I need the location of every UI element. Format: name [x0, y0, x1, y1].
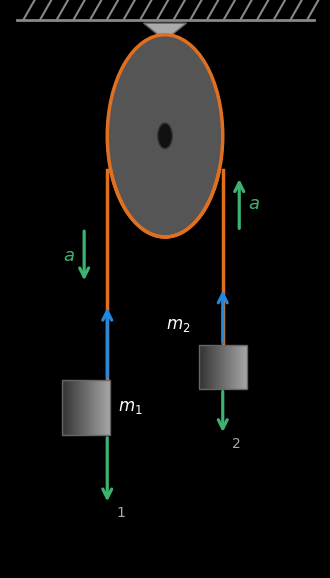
Text: $m_1$: $m_1$: [118, 398, 143, 417]
Text: $a$: $a$: [248, 195, 260, 213]
Bar: [62, 380, 110, 435]
Polygon shape: [144, 23, 186, 40]
Text: $2$: $2$: [231, 436, 240, 451]
Circle shape: [107, 35, 223, 237]
Bar: [199, 345, 247, 388]
Text: $1$: $1$: [115, 506, 125, 520]
Text: $a$: $a$: [63, 247, 75, 265]
Text: $m_2$: $m_2$: [166, 316, 191, 334]
Circle shape: [158, 123, 172, 149]
